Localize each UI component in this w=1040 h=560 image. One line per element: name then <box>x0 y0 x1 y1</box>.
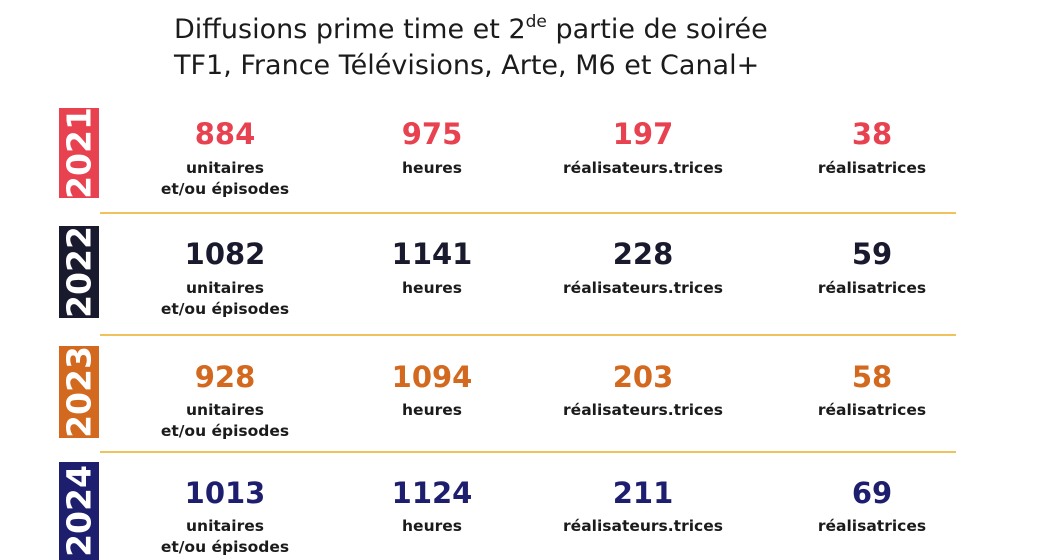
stat-realisateurs-2022: 228 <box>612 237 674 271</box>
label-realisateurs-2022: réalisateurs.trices <box>563 279 723 297</box>
label-unitaires-2021: unitaires et/ou épisodes <box>120 158 330 200</box>
label-realisatrices-2023: réalisatrices <box>817 401 927 419</box>
title-line-1-post: partie de soirée <box>546 14 768 45</box>
stat-realisateurs-2023: 203 <box>612 360 674 394</box>
row-separator <box>100 334 956 336</box>
label-unitaires-line1: unitaires <box>186 159 264 177</box>
label-unitaires-line2: et/ou épisodes <box>160 180 290 198</box>
year-label-2022: 2022 <box>59 226 99 318</box>
label-realisateurs-2021: réalisateurs.trices <box>563 159 723 177</box>
year-badge-2022: 2022 <box>59 226 99 318</box>
stat-realisatrices-2021: 38 <box>851 117 893 151</box>
title-line-1-superscript: de <box>525 12 547 32</box>
label-unitaires-2022: unitaires et/ou épisodes <box>120 278 330 320</box>
stat-realisateurs-2021: 197 <box>612 117 674 151</box>
stat-heures-2023: 1094 <box>391 360 473 394</box>
label-unitaires-line2: et/ou épisodes <box>160 538 290 556</box>
label-heures-2024: heures <box>402 517 462 535</box>
year-label-2024: 2024 <box>59 465 99 557</box>
label-heures-2022: heures <box>402 279 462 297</box>
stat-realisatrices-2024: 69 <box>851 476 893 510</box>
label-unitaires-2023: unitaires et/ou épisodes <box>120 400 330 442</box>
label-realisateurs-2023: réalisateurs.trices <box>563 401 723 419</box>
label-unitaires-line1: unitaires <box>186 401 264 419</box>
year-badge-2023: 2023 <box>59 346 99 438</box>
stat-unitaires-2024: 1013 <box>184 476 266 510</box>
stat-heures-2022: 1141 <box>391 237 473 271</box>
year-label-2023: 2023 <box>59 346 99 438</box>
label-unitaires-line2: et/ou épisodes <box>160 422 290 440</box>
label-unitaires-2024: unitaires et/ou épisodes <box>120 516 330 558</box>
stat-unitaires-2021: 884 <box>194 117 256 151</box>
year-badge-2021: 2021 <box>59 107 99 199</box>
label-unitaires-line2: et/ou épisodes <box>160 300 290 318</box>
title-line-1-pre: Diffusions prime time et 2 <box>174 14 526 45</box>
label-heures-2023: heures <box>402 401 462 419</box>
label-heures-2021: heures <box>402 159 462 177</box>
stat-unitaires-2022: 1082 <box>184 237 266 271</box>
stat-realisatrices-2022: 59 <box>851 237 893 271</box>
label-realisatrices-2021: réalisatrices <box>817 159 927 177</box>
row-separator <box>100 212 956 214</box>
stat-heures-2024: 1124 <box>391 476 473 510</box>
label-realisateurs-2024: réalisateurs.trices <box>563 517 723 535</box>
label-unitaires-line1: unitaires <box>186 517 264 535</box>
title-line-2: TF1, France Télévisions, Arte, M6 et Can… <box>174 50 760 81</box>
label-realisatrices-2024: réalisatrices <box>817 517 927 535</box>
stat-unitaires-2023: 928 <box>194 360 256 394</box>
title-line-1: Diffusions prime time et 2de partie de s… <box>174 12 934 48</box>
label-unitaires-line1: unitaires <box>186 279 264 297</box>
stat-realisateurs-2024: 211 <box>612 476 674 510</box>
stat-realisatrices-2023: 58 <box>851 360 893 394</box>
stat-heures-2021: 975 <box>401 117 463 151</box>
year-badge-2024: 2024 <box>59 462 99 560</box>
page-title: Diffusions prime time et 2de partie de s… <box>174 12 934 84</box>
year-label-2021: 2021 <box>59 107 99 199</box>
row-separator <box>100 451 956 453</box>
label-realisatrices-2022: réalisatrices <box>817 279 927 297</box>
